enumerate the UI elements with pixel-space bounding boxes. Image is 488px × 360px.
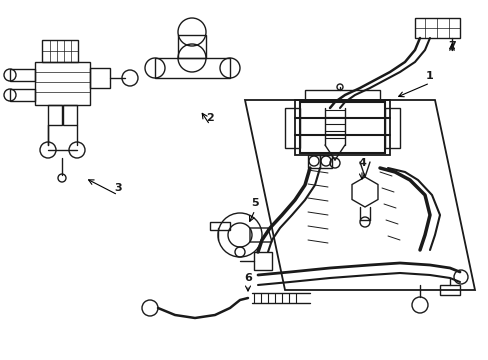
- Text: 7: 7: [447, 41, 455, 51]
- Text: 2: 2: [206, 113, 213, 123]
- Text: 5: 5: [251, 198, 258, 208]
- Text: 6: 6: [244, 273, 251, 283]
- Text: 3: 3: [114, 183, 122, 193]
- Text: 1: 1: [425, 71, 433, 81]
- Text: 4: 4: [357, 158, 365, 168]
